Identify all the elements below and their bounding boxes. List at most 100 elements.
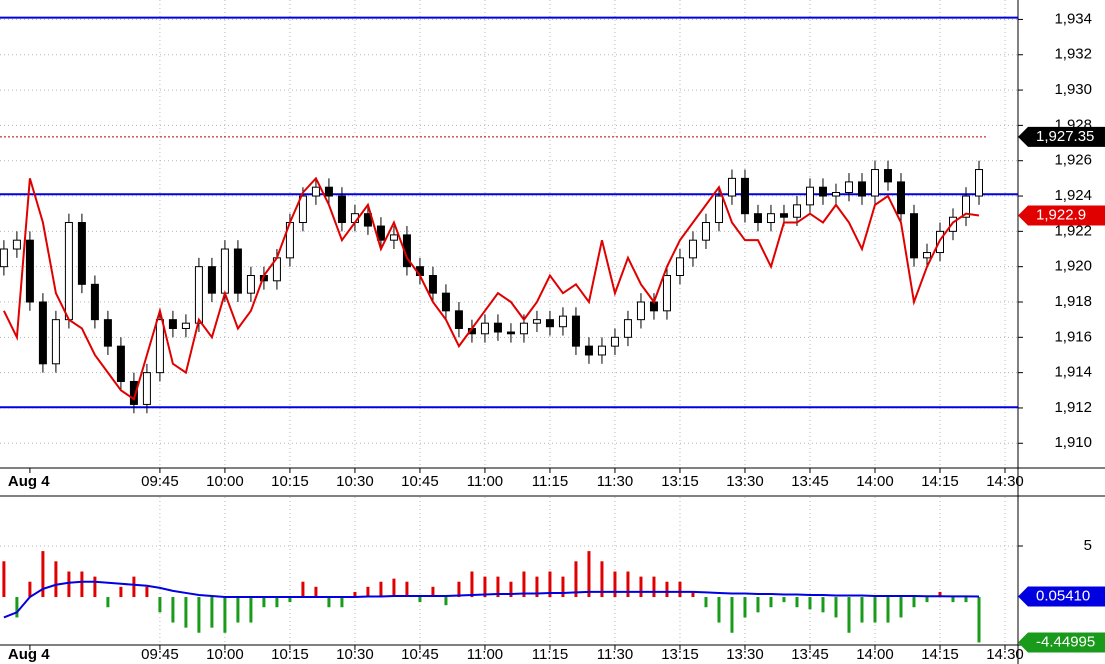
x-tick-label: 11:15 xyxy=(532,646,568,663)
histogram-bar xyxy=(561,576,565,598)
histogram-bar xyxy=(626,571,630,598)
histogram-bar xyxy=(236,597,240,623)
candle-body xyxy=(805,186,814,206)
histogram-bar xyxy=(587,551,591,598)
candle-body xyxy=(454,310,463,329)
histogram-bar xyxy=(782,597,786,603)
candle-body xyxy=(714,195,723,224)
histogram-bar xyxy=(912,597,916,608)
candle-body xyxy=(688,239,697,259)
x-tick-label: 10:30 xyxy=(336,646,374,663)
histogram-bar xyxy=(327,597,331,608)
candle-body xyxy=(662,275,671,312)
candle-body xyxy=(116,345,125,382)
candle-body xyxy=(155,319,164,374)
x-tick-label: 11:00 xyxy=(467,473,503,490)
x-tick-label: 14:15 xyxy=(921,473,959,490)
y-tick-label: 1,910 xyxy=(1054,434,1092,451)
x-tick-label: 09:45 xyxy=(141,646,179,663)
candle-body xyxy=(12,239,21,250)
histogram-bar xyxy=(28,581,32,598)
histogram-bar xyxy=(743,597,747,618)
candle-body xyxy=(0,248,8,268)
histogram-bar xyxy=(431,586,435,598)
x-tick-label: 11:00 xyxy=(467,646,503,663)
x-tick-label: 10:45 xyxy=(401,646,439,663)
histogram-bar xyxy=(496,576,500,598)
histogram-bar xyxy=(54,561,58,598)
histogram-bar xyxy=(483,576,487,598)
histogram-bar xyxy=(93,576,97,598)
y-tick-label: 1,934 xyxy=(1054,10,1092,27)
x-tick-label: 13:45 xyxy=(791,473,829,490)
histogram-bar xyxy=(600,561,604,598)
candle-body xyxy=(974,169,983,197)
histogram-bar xyxy=(119,586,123,598)
candle-body xyxy=(831,191,840,197)
histogram-bar xyxy=(158,597,162,613)
histogram-bar xyxy=(275,597,279,608)
x-tick-label: 10:30 xyxy=(336,473,374,490)
x-tick-label: 13:45 xyxy=(791,646,829,663)
histogram-bar xyxy=(691,591,695,598)
histogram-bar xyxy=(665,581,669,598)
histogram-bar xyxy=(405,581,409,598)
histogram-bar xyxy=(80,571,84,598)
histogram-bar xyxy=(899,597,903,618)
x-tick-label: 13:15 xyxy=(661,473,699,490)
candle-body xyxy=(389,234,398,241)
histogram-bar xyxy=(808,597,812,610)
x-tick-label: 10:00 xyxy=(206,646,244,663)
candle-body xyxy=(740,177,749,215)
candle-body xyxy=(779,213,788,218)
histogram-bar xyxy=(678,581,682,598)
candle-body xyxy=(948,216,957,232)
y-tick-label: 1,914 xyxy=(1054,364,1092,381)
candle-body xyxy=(298,195,307,224)
candle-body xyxy=(727,177,736,197)
x-tick-label: 11:30 xyxy=(597,646,633,663)
candle-body xyxy=(545,319,554,328)
histogram-bar xyxy=(535,576,539,598)
x-tick-label: 14:30 xyxy=(986,646,1024,663)
price-tag-label: 1,927.35 xyxy=(1036,128,1094,145)
histogram-bar xyxy=(847,597,851,633)
histogram-bar xyxy=(769,597,773,608)
histogram-bar xyxy=(418,597,422,603)
histogram-bar xyxy=(262,597,266,608)
x-tick-label: Aug 4 xyxy=(8,473,50,490)
candle-body xyxy=(25,239,34,303)
price-tag xyxy=(1018,205,1105,226)
histogram-bar xyxy=(470,571,474,598)
price-tag xyxy=(1018,126,1105,147)
candle-body xyxy=(168,319,177,329)
x-tick-label: 14:00 xyxy=(856,646,894,663)
x-tick-label: 14:15 xyxy=(921,646,959,663)
candle-body xyxy=(233,248,242,294)
price-tag xyxy=(1018,586,1105,607)
x-tick-label: 14:00 xyxy=(856,473,894,490)
histogram-bar xyxy=(145,586,149,598)
candle-body xyxy=(857,181,866,197)
y-tick-label: 1,930 xyxy=(1054,81,1092,98)
histogram-bar xyxy=(938,591,942,598)
histogram-bar xyxy=(67,571,71,598)
histogram-bar xyxy=(522,571,526,598)
candle-body xyxy=(194,266,203,324)
y-tick-label: 1,920 xyxy=(1054,258,1092,275)
histogram-bar xyxy=(15,597,19,618)
histogram-bar xyxy=(210,597,214,628)
histogram-bar xyxy=(132,576,136,598)
histogram-bar xyxy=(379,581,383,598)
candle-body xyxy=(675,257,684,277)
x-tick-label: 10:15 xyxy=(271,473,309,490)
histogram-bar xyxy=(314,586,318,598)
candle-body xyxy=(441,292,450,312)
histogram-bar xyxy=(795,597,799,608)
x-tick-label: 13:15 xyxy=(661,646,699,663)
candle-body xyxy=(311,186,320,197)
candle-body xyxy=(337,195,346,224)
histogram-bar xyxy=(353,591,357,598)
candle-body xyxy=(129,380,138,405)
